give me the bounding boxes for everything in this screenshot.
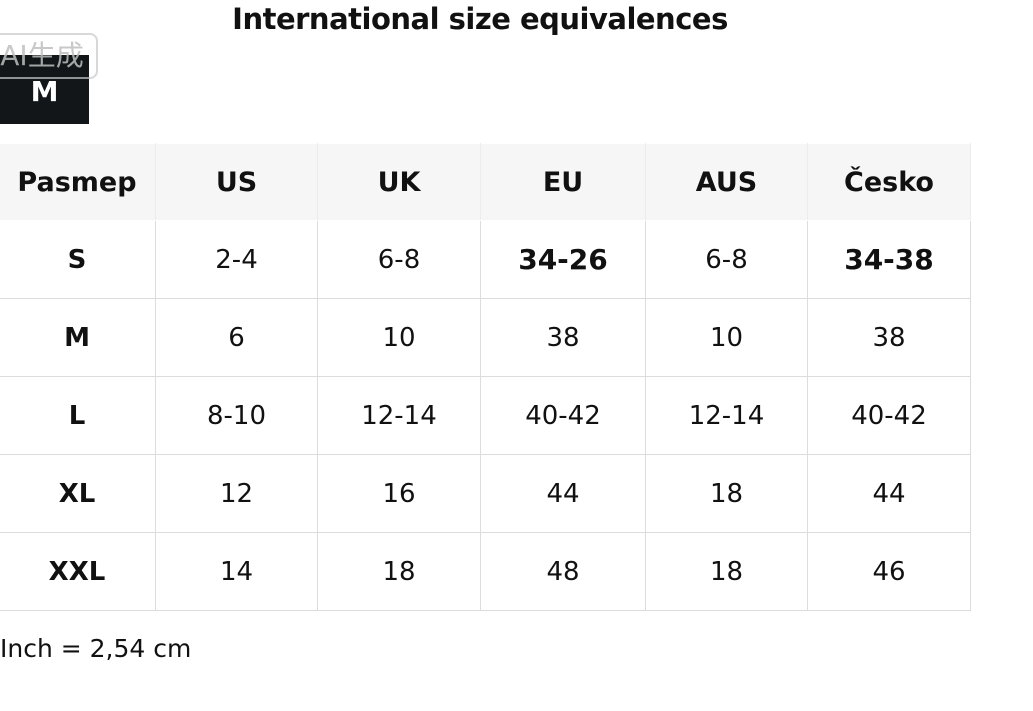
header-cell: US bbox=[155, 143, 318, 221]
row: L 8-10 12-14 40-42 12-14 40-42 bbox=[0, 376, 971, 455]
header-cell: AUS bbox=[645, 143, 808, 221]
header-cell: EU bbox=[480, 143, 646, 221]
cell: 10 bbox=[317, 298, 481, 377]
row: M 6 10 38 10 38 bbox=[0, 298, 971, 377]
cell: 6 bbox=[155, 298, 318, 377]
size-cell: XXL bbox=[0, 532, 156, 611]
row: XXL 14 18 48 18 46 bbox=[0, 532, 971, 611]
row: XL 12 16 44 18 44 bbox=[0, 454, 971, 533]
cell: 6-8 bbox=[645, 220, 808, 299]
header-cell: Pasmep bbox=[0, 143, 156, 221]
cell: 44 bbox=[480, 454, 646, 533]
size-cell: M bbox=[0, 298, 156, 377]
watermark: AI生成 bbox=[0, 33, 98, 79]
header-cell: UK bbox=[317, 143, 481, 221]
cell: 6-8 bbox=[317, 220, 481, 299]
cell: 40-42 bbox=[807, 376, 971, 455]
cell: 16 bbox=[317, 454, 481, 533]
cell: 48 bbox=[480, 532, 646, 611]
header-row: Pasmep US UK EU AUS Česko bbox=[0, 143, 971, 221]
cell: 10 bbox=[645, 298, 808, 377]
cell: 46 bbox=[807, 532, 971, 611]
footnote: Inch = 2,54 cm bbox=[0, 634, 192, 663]
size-cell: S bbox=[0, 220, 156, 299]
cell: 38 bbox=[480, 298, 646, 377]
size-table: Pasmep US UK EU AUS Česko S 2-4 6-8 34-2… bbox=[0, 143, 971, 611]
cell: 18 bbox=[317, 532, 481, 611]
size-cell: XL bbox=[0, 454, 156, 533]
size-cell: L bbox=[0, 376, 156, 455]
cell: 18 bbox=[645, 532, 808, 611]
size-badge: M bbox=[0, 55, 89, 124]
cell: 34-38 bbox=[807, 220, 971, 299]
row: S 2-4 6-8 34-26 6-8 34-38 bbox=[0, 220, 971, 299]
cell: 14 bbox=[155, 532, 318, 611]
header-cell: Česko bbox=[807, 143, 971, 221]
cell: 34-26 bbox=[480, 220, 646, 299]
cell: 12-14 bbox=[317, 376, 481, 455]
cell: 12 bbox=[155, 454, 318, 533]
cell: 44 bbox=[807, 454, 971, 533]
cell: 12-14 bbox=[645, 376, 808, 455]
cell: 40-42 bbox=[480, 376, 646, 455]
cell: 2-4 bbox=[155, 220, 318, 299]
cell: 8-10 bbox=[155, 376, 318, 455]
title: International size equivalences bbox=[232, 2, 728, 36]
cell: 18 bbox=[645, 454, 808, 533]
cell: 38 bbox=[807, 298, 971, 377]
